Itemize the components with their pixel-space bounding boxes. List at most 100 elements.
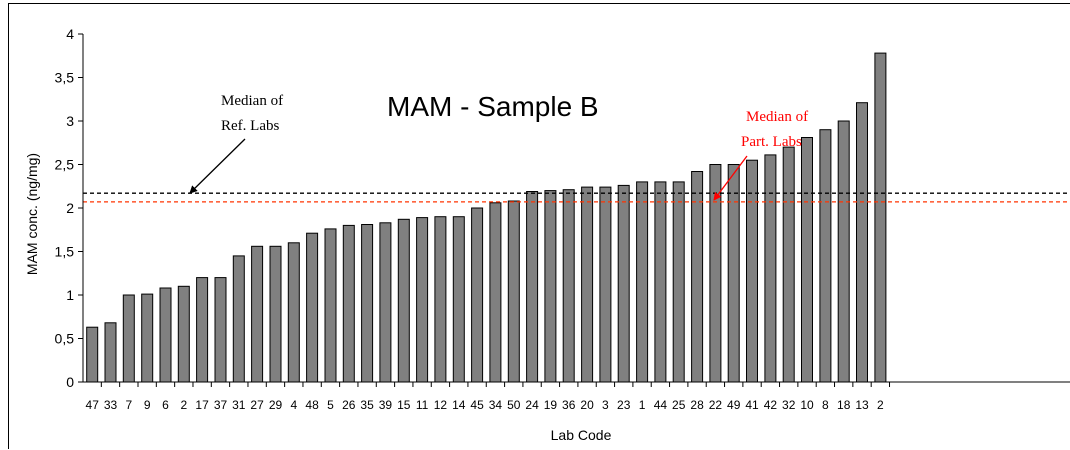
- ref-median-annotation-line1: Median of: [221, 93, 283, 109]
- x-tick-label: 1: [639, 398, 646, 412]
- x-tick-label: 41: [745, 398, 759, 412]
- bar-9: [141, 293, 154, 383]
- x-tick-label: 2: [877, 398, 884, 412]
- x-tick-label: 25: [672, 398, 686, 412]
- x-tick-label: 7: [125, 398, 132, 412]
- x-tick-label: 48: [305, 398, 319, 412]
- bar-48: [306, 232, 319, 383]
- y-axis-label: MAM conc. (ng/mg): [24, 153, 40, 275]
- x-tick-label: 26: [342, 398, 356, 412]
- x-tick-label: 39: [379, 398, 393, 412]
- x-tick-label: 10: [800, 398, 814, 412]
- bar-3: [599, 186, 612, 383]
- bar-33: [104, 322, 117, 383]
- ref-median-arrow: [189, 138, 246, 194]
- x-tick-label: 17: [195, 398, 209, 412]
- x-tick-label: 36: [562, 398, 576, 412]
- y-tick-label: 3,5: [55, 70, 75, 86]
- x-tick-label: 3: [602, 398, 609, 412]
- reference-lines: [83, 192, 1070, 203]
- y-tick-label: 0,5: [55, 331, 75, 347]
- y-tick-label: 2: [66, 200, 74, 216]
- bar-2: [177, 285, 190, 383]
- bar-25: [672, 181, 685, 383]
- x-tick-label: 22: [709, 398, 723, 412]
- chart-title: MAM - Sample B: [387, 91, 599, 122]
- bar-6: [159, 287, 172, 383]
- ref-median-annotation-line2: Ref. Labs: [221, 118, 279, 134]
- x-tick-label: 5: [327, 398, 334, 412]
- bar-13: [856, 102, 868, 383]
- bar-35: [361, 224, 374, 383]
- annotation-arrows: [189, 138, 748, 201]
- x-tick-label: 23: [617, 398, 631, 412]
- x-tick-label: 15: [397, 398, 411, 412]
- x-tick-label: 35: [360, 398, 374, 412]
- bar-29: [269, 245, 282, 383]
- bar-7: [122, 294, 135, 383]
- x-tick-label: 32: [782, 398, 796, 412]
- y-tick-label: 4: [66, 26, 74, 42]
- bar-14: [452, 216, 465, 383]
- x-tick-label: 12: [434, 398, 448, 412]
- bar-50: [507, 200, 520, 383]
- bar-15: [397, 218, 410, 383]
- x-tick-label: 11: [416, 398, 429, 412]
- bar-44: [654, 181, 667, 383]
- x-tick-label: 20: [580, 398, 594, 412]
- bar-26: [342, 224, 355, 383]
- bar-8: [819, 129, 832, 383]
- x-tick-label: 49: [727, 398, 741, 412]
- bar-36: [562, 189, 575, 383]
- part-median-annotation-line2: Part. Labs: [741, 134, 802, 150]
- bar-23: [617, 184, 630, 383]
- y-tick-label: 0: [66, 374, 74, 390]
- x-tick-label: 13: [855, 398, 869, 412]
- x-tick-label: 18: [837, 398, 851, 412]
- x-tick-label: 44: [654, 398, 668, 412]
- bar-1: [636, 181, 649, 383]
- bar-24: [526, 191, 539, 383]
- bar-19: [544, 190, 557, 383]
- part-median-arrow: [713, 155, 748, 201]
- x-tick-label: 2: [180, 398, 187, 412]
- chart-frame: 0 0,5 1 1,5 2 2,5 3 3,5 4 47 33 7 9 6 2 17 37 31 27 29 4 48 5 2…: [8, 3, 1070, 449]
- x-tick-label: 24: [525, 398, 539, 412]
- x-tick-label: 4: [290, 398, 297, 412]
- x-tick-label: 27: [250, 398, 264, 412]
- x-tick-label: 47: [86, 398, 100, 412]
- bar-49: [727, 164, 740, 383]
- bar-20: [581, 186, 594, 383]
- bar-31: [232, 255, 245, 383]
- bar-39: [379, 222, 392, 383]
- x-tick-label: 19: [544, 398, 558, 412]
- axes: [78, 33, 1070, 387]
- bar-2: [874, 52, 887, 383]
- x-tick-label: 14: [452, 398, 466, 412]
- bar-4: [287, 242, 300, 383]
- y-tick-label: 1: [66, 287, 74, 303]
- x-tick-label: 8: [822, 398, 829, 412]
- x-tick-label: 34: [489, 398, 503, 412]
- bar-5: [324, 228, 337, 383]
- bars-group: [86, 52, 887, 383]
- x-tick-label: 31: [232, 398, 246, 412]
- bar-32: [782, 146, 795, 383]
- part-median-annotation-line1: Median of: [746, 109, 808, 125]
- x-tick-label: 42: [764, 398, 778, 412]
- x-tick-label: 37: [214, 398, 228, 412]
- y-tick-label: 3: [66, 113, 74, 129]
- x-axis-label: Lab Code: [551, 427, 612, 443]
- x-tick-label: 9: [144, 398, 151, 412]
- x-tick-label: 6: [162, 398, 169, 412]
- bar-42: [764, 154, 777, 383]
- y-tick-label: 1,5: [55, 244, 75, 260]
- bar-18: [837, 120, 850, 383]
- bar-10: [801, 137, 813, 383]
- bar-34: [489, 202, 502, 383]
- bar-45: [471, 207, 484, 383]
- x-tick-label: 29: [269, 398, 283, 412]
- y-tick-label: 2,5: [55, 157, 75, 173]
